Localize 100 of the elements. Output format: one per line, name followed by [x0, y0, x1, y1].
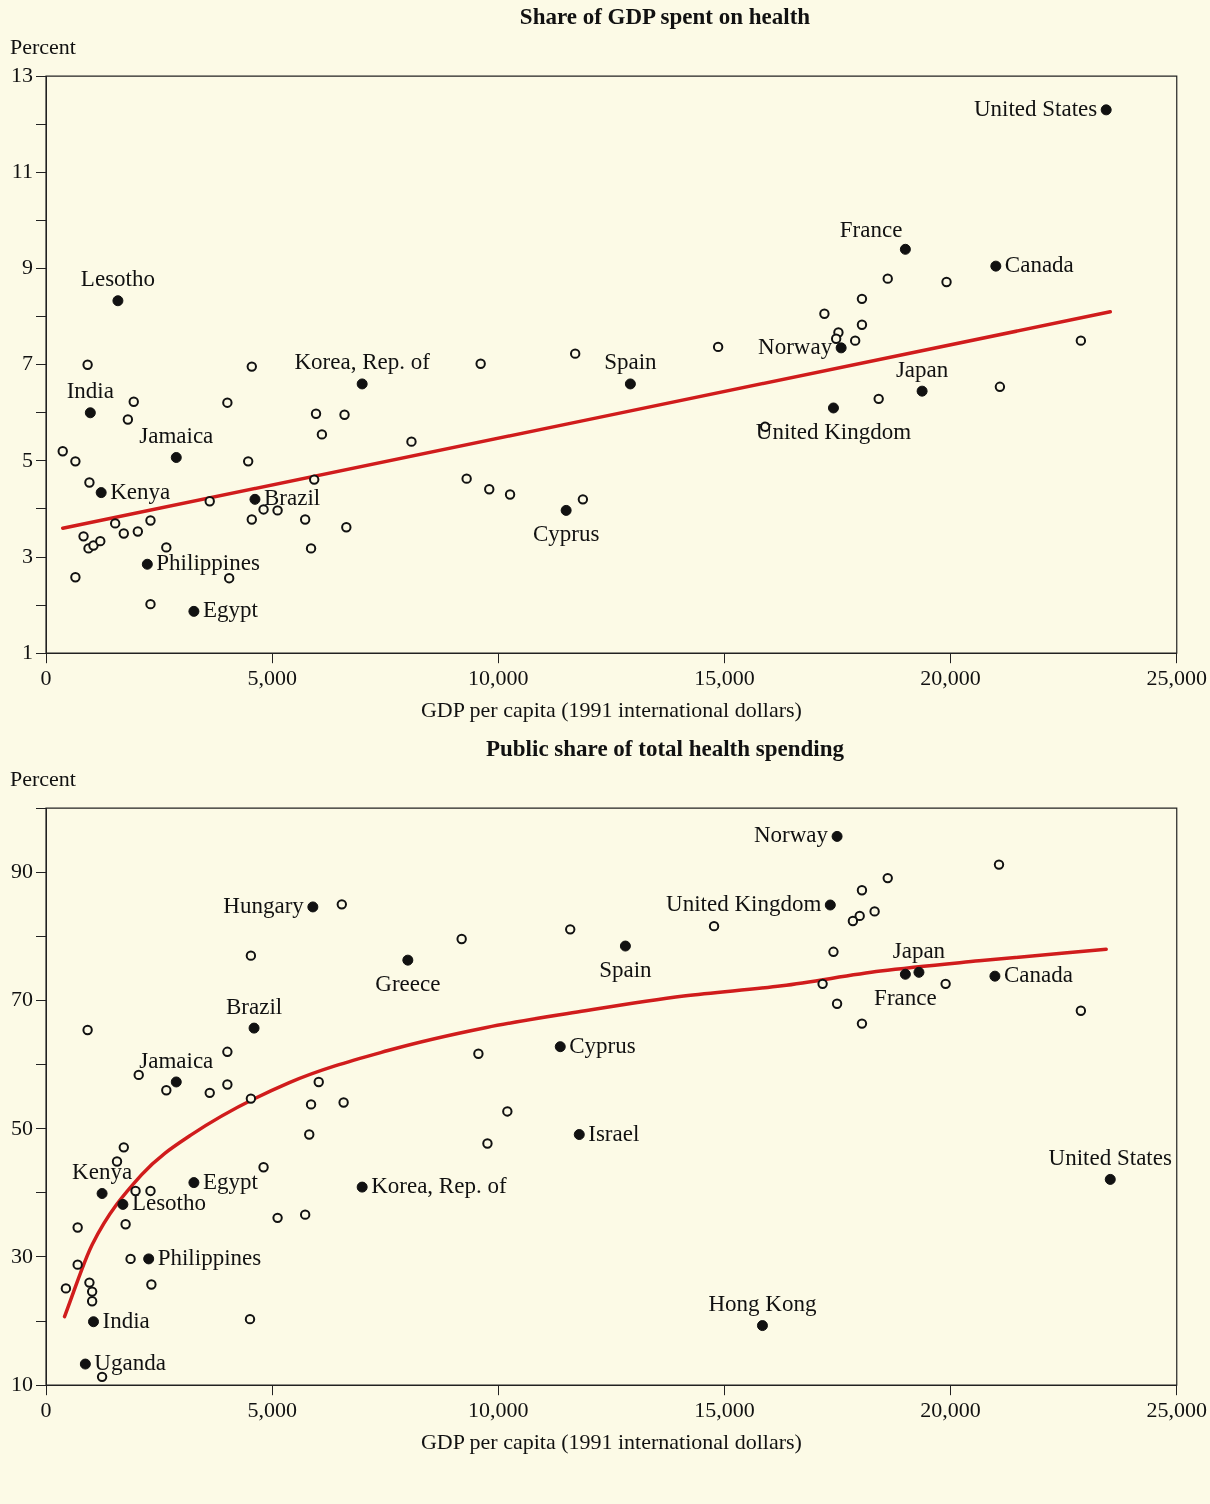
point: [1075, 335, 1087, 346]
point: [96, 1188, 108, 1200]
annotation: Cyprus: [569, 1032, 636, 1058]
point: [84, 477, 95, 488]
point: [573, 1129, 585, 1141]
point: [708, 920, 720, 932]
point: [79, 1358, 91, 1370]
point: [1100, 104, 1112, 116]
point: [849, 335, 861, 346]
annotation: Lesotho: [80, 266, 155, 292]
point: [82, 1024, 93, 1036]
point: [847, 915, 859, 927]
annotation: Norway: [758, 333, 833, 359]
annotation: United States: [973, 95, 1098, 121]
point: [188, 605, 200, 617]
point: [110, 518, 121, 529]
point: [560, 504, 572, 516]
annotation: Israel: [588, 1120, 640, 1146]
point: [299, 514, 311, 525]
annotation: Philippines: [156, 550, 260, 576]
point: [222, 1079, 233, 1090]
annotation: Kenya: [72, 1159, 133, 1185]
point: [299, 1209, 311, 1220]
annotation: Jamaica: [139, 423, 214, 449]
annotation: Japan: [895, 356, 949, 382]
y-tick-label: 70: [11, 986, 33, 1012]
point: [95, 487, 107, 499]
point: [869, 906, 880, 917]
point: [854, 910, 865, 922]
point: [406, 436, 417, 447]
point: [87, 1316, 99, 1328]
point: [339, 409, 350, 420]
y-axis-title: Percent: [10, 766, 77, 792]
point: [856, 319, 868, 330]
chart-title: Public share of total health spending: [484, 735, 845, 763]
point: [120, 1219, 131, 1230]
annotation: Canada: [1004, 252, 1074, 278]
point: [828, 946, 839, 958]
point: [305, 1099, 317, 1110]
point: [856, 1018, 868, 1029]
point: [1104, 1173, 1116, 1185]
point: [873, 393, 884, 405]
point: [756, 1320, 768, 1332]
point: [258, 504, 269, 515]
annotation: France: [874, 984, 937, 1010]
point: [482, 1138, 493, 1149]
point: [258, 1162, 269, 1173]
annotation: India: [66, 378, 114, 404]
point: [882, 872, 893, 884]
point: [133, 1069, 144, 1081]
annotation: Greece: [375, 970, 441, 996]
point: [86, 1286, 98, 1297]
point: [473, 1048, 484, 1059]
point: [272, 505, 283, 516]
point: [118, 1142, 129, 1153]
y-tick-label: 9: [22, 254, 33, 280]
point: [222, 1046, 233, 1058]
y-axis-title: Percent: [10, 34, 77, 60]
point: [835, 342, 847, 354]
y-tick-label: 1: [22, 638, 33, 664]
x-tick-label: 15,000: [694, 665, 755, 691]
x-tick-label: 5,000: [247, 665, 297, 691]
point: [856, 885, 868, 896]
point: [145, 598, 156, 610]
point: [86, 1296, 98, 1307]
point: [118, 528, 129, 539]
x-tick-label: 20,000: [920, 1397, 981, 1423]
annotation: Japan: [892, 937, 946, 963]
x-tick-label: 25,000: [1146, 1397, 1207, 1423]
point: [141, 558, 153, 570]
x-axis-title: GDP per capita (1991 international dollars): [420, 1428, 802, 1454]
point: [856, 293, 868, 305]
point: [341, 522, 352, 533]
point: [70, 572, 81, 583]
point: [310, 408, 322, 419]
x-tick-label: 0: [40, 665, 52, 691]
annotation: France: [839, 216, 903, 242]
point: [502, 1106, 513, 1117]
point: [989, 970, 1001, 982]
point: [88, 540, 99, 551]
y-tick-label: 90: [11, 858, 33, 884]
point: [72, 1222, 83, 1233]
point: [899, 243, 911, 255]
point: [313, 1076, 324, 1088]
point: [504, 489, 516, 500]
point: [143, 1253, 155, 1265]
point: [831, 998, 843, 1009]
point: [899, 968, 911, 980]
point: [60, 1283, 72, 1294]
x-tick-label: 10,000: [468, 665, 529, 691]
point: [307, 901, 319, 913]
point: [356, 1181, 368, 1193]
point: [456, 933, 467, 945]
point: [569, 348, 581, 359]
x-tick-label: 20,000: [920, 665, 981, 691]
point: [188, 1177, 200, 1189]
annotation: Norway: [753, 822, 829, 848]
point: [624, 378, 636, 390]
y-tick-label: 5: [22, 446, 33, 472]
annotation: United Kingdom: [666, 891, 822, 917]
